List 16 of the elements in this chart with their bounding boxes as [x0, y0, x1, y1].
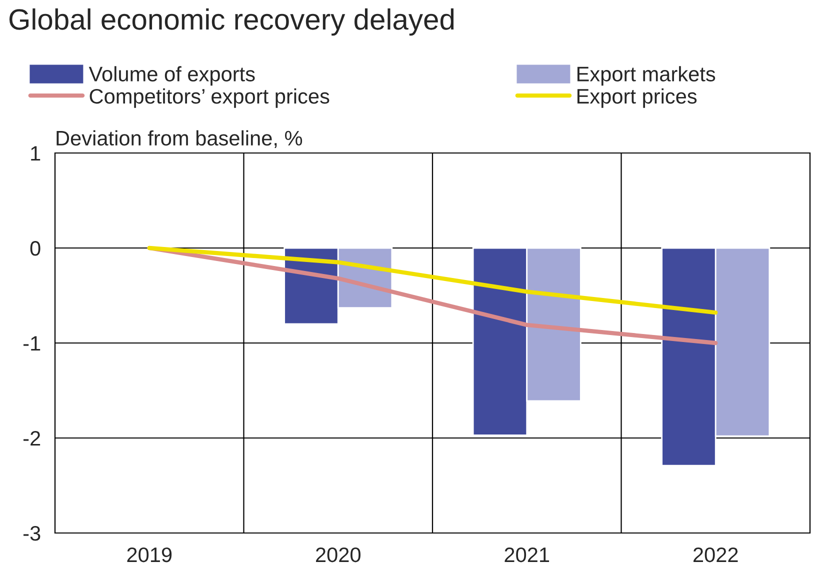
y-tick-label: -3: [24, 526, 40, 541]
y-axis-title: Deviation from baseline, %: [56, 130, 302, 148]
y-tick-label: 0: [30, 241, 40, 256]
x-tick-label: 2020: [316, 547, 360, 562]
legend-label: Export prices: [577, 88, 697, 108]
chart-title: Global economic recovery delayed: [9, 8, 454, 36]
legend-label: Competitors’ export prices: [90, 88, 330, 108]
y-tick-label: -1: [24, 336, 40, 351]
x-tick-label: 2019: [127, 547, 172, 562]
legend-label: Export markets: [577, 66, 716, 86]
legend-label: Volume of exports: [88, 66, 255, 86]
x-tick-label: 2021: [504, 547, 550, 562]
y-tick-label: 1: [31, 146, 40, 161]
line-series: [147, 246, 718, 315]
y-tick-label: -2: [24, 431, 40, 446]
x-tick-label: 2022: [694, 547, 738, 562]
